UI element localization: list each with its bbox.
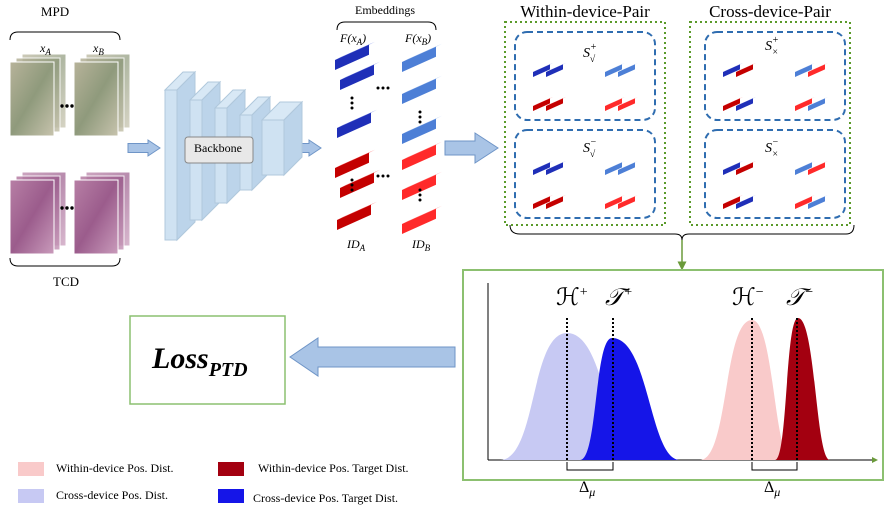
delta-label: Δμ xyxy=(764,479,780,499)
dot xyxy=(419,194,422,197)
pair-title: Within-device-Pair xyxy=(520,2,650,21)
tcd-label: TCD xyxy=(53,274,79,289)
dot xyxy=(387,175,390,178)
input-label: xA xyxy=(39,41,51,57)
legend-swatch xyxy=(18,489,44,503)
bracket xyxy=(510,225,854,240)
dot xyxy=(377,175,380,178)
delta-label: Δμ xyxy=(579,479,595,499)
bar-front xyxy=(335,153,369,178)
block-front xyxy=(165,90,177,240)
legend-label: Within-device Pos. Target Dist. xyxy=(258,461,409,475)
legend-swatch xyxy=(218,462,244,476)
arrow xyxy=(128,140,160,156)
dot xyxy=(382,87,385,90)
image xyxy=(10,180,54,254)
dot xyxy=(351,184,354,187)
bar-front xyxy=(337,113,371,138)
dot xyxy=(387,87,390,90)
bar-front xyxy=(335,45,369,70)
bar-front xyxy=(402,79,436,104)
bar-front xyxy=(402,175,436,200)
id-label: IDA xyxy=(346,237,366,253)
dot xyxy=(60,206,63,209)
dot xyxy=(419,111,422,114)
legend-swatch xyxy=(18,462,44,476)
embeddings-title: Embeddings xyxy=(355,3,415,17)
pair-title: Cross-device-Pair xyxy=(709,2,831,21)
arrow xyxy=(290,338,455,376)
dot xyxy=(377,87,380,90)
dot xyxy=(351,102,354,105)
diagram: MPD TCD xA xB Embeddings F(xA) F(xB) IDA… xyxy=(0,0,896,508)
image xyxy=(74,180,118,254)
dot xyxy=(70,206,73,209)
feature-label: F(xA) xyxy=(339,31,366,47)
dot xyxy=(351,179,354,182)
set-label: S−× xyxy=(765,137,779,160)
dot xyxy=(419,189,422,192)
backbone-label: Backbone xyxy=(194,141,242,155)
dot xyxy=(419,116,422,119)
id-label: IDB xyxy=(411,237,431,253)
legend-swatch xyxy=(218,489,244,503)
dot xyxy=(351,189,354,192)
bracket xyxy=(10,258,120,266)
layout xyxy=(10,22,883,503)
dot xyxy=(65,206,68,209)
bar-front xyxy=(402,145,436,170)
set-label: S+√ xyxy=(583,42,597,65)
feature-label: F(xB) xyxy=(404,31,431,47)
set-label: S−√ xyxy=(583,137,597,160)
dot xyxy=(65,104,68,107)
dot xyxy=(70,104,73,107)
bar-front xyxy=(340,65,374,90)
bar-front xyxy=(337,205,371,230)
mpd-label: MPD xyxy=(41,4,69,19)
dot xyxy=(382,175,385,178)
arrow xyxy=(445,133,498,163)
legend-label: Within-device Pos. Dist. xyxy=(56,461,174,475)
dot xyxy=(60,104,63,107)
block-front xyxy=(262,120,284,175)
dot xyxy=(351,107,354,110)
bar-front xyxy=(402,209,436,234)
bracket xyxy=(10,32,120,40)
dot xyxy=(419,199,422,202)
bar-front xyxy=(340,173,374,198)
image xyxy=(74,62,118,136)
bracket xyxy=(337,22,436,30)
image xyxy=(10,62,54,136)
set-label: S+× xyxy=(765,35,779,58)
dot xyxy=(351,97,354,100)
input-label: xB xyxy=(92,41,104,57)
legend-label: Cross-device Pos. Dist. xyxy=(56,488,168,502)
bar-front xyxy=(402,47,436,72)
dot xyxy=(419,121,422,124)
legend-label: Cross-device Pos. Target Dist. xyxy=(253,491,398,505)
